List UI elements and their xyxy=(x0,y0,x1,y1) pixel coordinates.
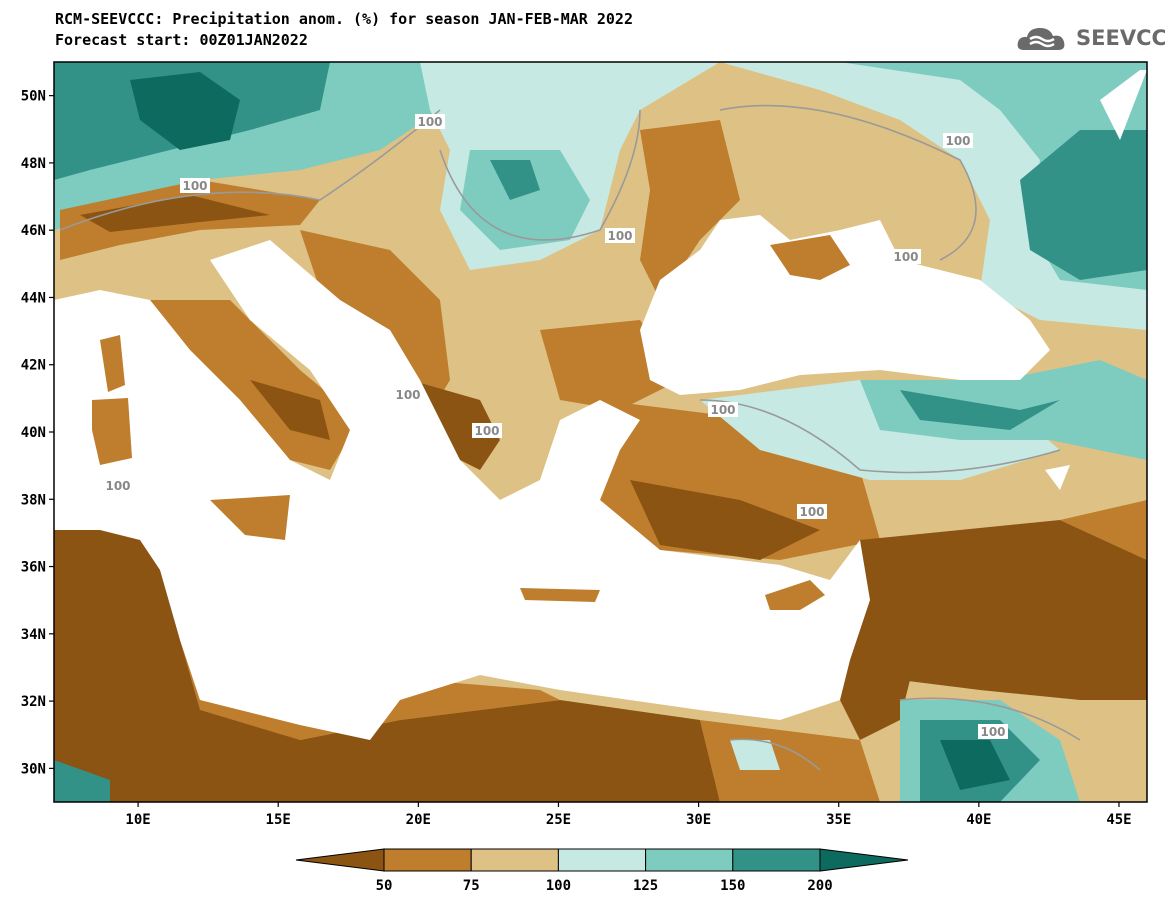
lon-label: 35E xyxy=(826,812,851,828)
longitude-axis: 10E 15E 20E 25E 30E 35E 40E 45E xyxy=(125,802,1132,828)
contour-label: 100 xyxy=(799,505,824,519)
lat-label: 40N xyxy=(21,425,46,441)
lat-label: 32N xyxy=(21,694,46,710)
contour-label-bg xyxy=(393,387,423,402)
contour-label-bg xyxy=(797,504,827,519)
contour-label: 100 xyxy=(945,134,970,148)
colorbar-swatch xyxy=(732,848,821,872)
colorbar-swatch xyxy=(383,848,472,872)
latitude-axis: 50N 48N 46N 44N 42N 40N 38N 36N 34N 32N 30N xyxy=(21,89,54,777)
lon-label: 25E xyxy=(546,812,571,828)
map-title: RCM-SEEVCCC: Precipitation anom. (%) for… xyxy=(55,10,633,28)
lon-label: 20E xyxy=(406,812,431,828)
colorbar-tick-label: 125 xyxy=(633,878,658,894)
contour-label: 100 xyxy=(710,403,735,417)
lat-label: 36N xyxy=(21,560,46,576)
colorbar-swatch xyxy=(557,848,647,872)
contour-label-bg xyxy=(103,478,133,493)
forecast-start-label: Forecast start: 00Z01JAN2022 xyxy=(55,31,308,49)
lon-label: 10E xyxy=(125,812,150,828)
contour-label-bg xyxy=(708,402,738,417)
map-field xyxy=(54,62,1147,802)
colorbar-swatch xyxy=(645,848,734,872)
lat-label: 44N xyxy=(21,290,46,306)
contour-label: 100 xyxy=(395,388,420,402)
lon-label: 15E xyxy=(266,812,291,828)
contour-lines xyxy=(59,104,1081,771)
colorbar-tick-label: 150 xyxy=(720,878,745,894)
contour-label-bg xyxy=(472,423,502,438)
contour-label: 100 xyxy=(417,115,442,129)
contour-labels: 100 100 100 100 100 100 100 100 100 100 100 xyxy=(103,114,1008,739)
contour-label: 100 xyxy=(474,424,499,438)
contour-label-bg xyxy=(891,249,921,264)
colorbar-tick-label: 100 xyxy=(546,878,571,894)
lat-label: 48N xyxy=(21,156,46,172)
colorbar-min-triangle xyxy=(295,848,385,872)
seevccc-logo: SEEVCCC xyxy=(1016,22,1165,56)
lon-label: 40E xyxy=(966,812,991,828)
contour-label-bg xyxy=(180,178,210,193)
colorbar-max-triangle xyxy=(819,848,909,872)
contour-label-bg xyxy=(978,724,1008,739)
contour-label: 100 xyxy=(182,179,207,193)
colorbar-swatch xyxy=(470,848,559,872)
contour-label-bg xyxy=(605,228,635,243)
contour-label-bg xyxy=(943,133,973,148)
lat-label: 38N xyxy=(21,492,46,508)
contour-label: 100 xyxy=(105,479,130,493)
colorbar-tick-label: 200 xyxy=(807,878,832,894)
lat-label: 34N xyxy=(21,627,46,643)
lat-label: 42N xyxy=(21,358,46,374)
lon-label: 30E xyxy=(686,812,711,828)
logo-text: SEEVCCC xyxy=(1076,26,1165,50)
contour-label: 100 xyxy=(980,725,1005,739)
contour-label: 100 xyxy=(893,250,918,264)
cloud-icon xyxy=(1017,28,1065,50)
colorbar-tick-label: 50 xyxy=(376,878,393,894)
lon-label: 45E xyxy=(1106,812,1131,828)
colorbar-tick-label: 75 xyxy=(463,878,480,894)
lat-label: 46N xyxy=(21,223,46,239)
lat-label: 50N xyxy=(21,89,46,105)
contour-label: 100 xyxy=(607,229,632,243)
contour-label-bg xyxy=(415,114,445,129)
lat-label: 30N xyxy=(21,761,46,777)
